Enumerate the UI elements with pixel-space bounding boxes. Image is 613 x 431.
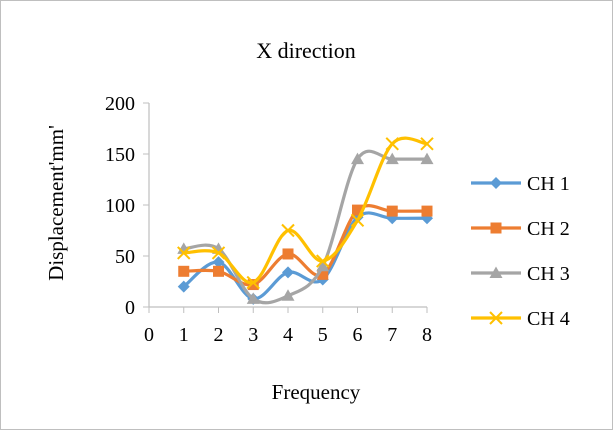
legend-label-ch-3: CH 3 (527, 263, 570, 285)
legend-label-ch-2: CH 2 (527, 218, 570, 240)
x-tick-label: 1 (179, 324, 189, 346)
legend: CH 1 CH 2 CH 3 CH 4 (471, 173, 570, 330)
data-point-ch-2 (352, 204, 363, 216)
series-line-ch-3 (182, 149, 429, 305)
y-tick-label: 100 (105, 195, 135, 217)
data-point-ch-3 (316, 259, 330, 272)
data-point-ch-3 (246, 292, 260, 304)
data-point-ch-1 (282, 266, 294, 279)
legend-marker-ch-3 (489, 266, 503, 278)
data-point-ch-4 (281, 223, 295, 238)
y-tick-label: 150 (105, 144, 135, 166)
series-ch-2 (178, 204, 433, 291)
data-point-ch-2 (317, 268, 329, 280)
legend-marker-ch-1 (490, 177, 502, 189)
data-point-ch-2 (213, 265, 224, 277)
legend-marker-ch-4 (489, 311, 503, 325)
data-point-ch-4 (350, 213, 365, 228)
data-point-ch-4 (177, 246, 191, 260)
data-point-ch-3 (281, 289, 295, 301)
marker-stroke (177, 246, 191, 260)
y-tick-label: 0 (125, 297, 135, 319)
x-tick-label: 8 (422, 324, 432, 346)
legend-item-ch-1: CH 1 (471, 173, 570, 195)
legend-item-ch-3: CH 3 (471, 263, 570, 285)
data-point-ch-1 (212, 256, 225, 269)
y-axis-title: Displacement'mm' (44, 125, 68, 281)
marker-stroke (489, 311, 503, 325)
x-axis-title: Frequency (272, 380, 361, 404)
x-tick-label: 3 (248, 324, 258, 346)
x-tick-label: 0 (144, 324, 154, 346)
x-tick-label: 2 (214, 324, 224, 346)
marker-stroke (246, 275, 260, 290)
legend-label-ch-1: CH 1 (527, 173, 570, 195)
series-line-ch-4 (182, 136, 429, 285)
chart-title: X direction (256, 38, 356, 63)
data-point-ch-1 (177, 280, 190, 293)
data-point-ch-4 (420, 137, 434, 151)
marker-stroke (316, 254, 330, 268)
series-ch-1 (177, 211, 433, 305)
legend-marker-ch-2 (490, 222, 502, 234)
series-ch-3 (177, 149, 434, 305)
data-point-ch-4 (385, 137, 399, 151)
data-point-ch-3 (420, 152, 434, 165)
marker-stroke (211, 246, 226, 260)
data-point-ch-2 (178, 265, 190, 277)
data-point-ch-3 (385, 152, 399, 165)
data-point-ch-4 (316, 254, 330, 268)
marker-stroke (350, 213, 365, 228)
y-tick-label: 50 (115, 246, 135, 268)
marker-stroke (420, 137, 434, 151)
series-ch-4 (177, 136, 434, 290)
x-tick-label: 6 (353, 324, 363, 346)
data-point-ch-4 (211, 246, 226, 260)
plot-area: 0 1 2 3 4 5 6 7 8 0 50 100 150 200 (105, 93, 434, 346)
data-point-ch-3 (351, 152, 364, 165)
x-tick-label: 4 (283, 324, 293, 346)
data-point-ch-2 (282, 248, 294, 260)
y-tick-label: 200 (105, 93, 135, 115)
legend-label-ch-4: CH 4 (527, 308, 570, 330)
legend-item-ch-4: CH 4 (471, 308, 570, 330)
legend-item-ch-2: CH 2 (471, 218, 570, 240)
x-tick-label: 7 (387, 324, 397, 346)
data-point-ch-2 (247, 279, 259, 291)
x-tick-label: 5 (318, 324, 328, 346)
marker-stroke (281, 223, 295, 238)
data-point-ch-4 (246, 275, 260, 290)
marker-stroke (385, 137, 399, 151)
data-point-ch-2 (386, 205, 398, 217)
data-point-ch-2 (421, 205, 433, 217)
